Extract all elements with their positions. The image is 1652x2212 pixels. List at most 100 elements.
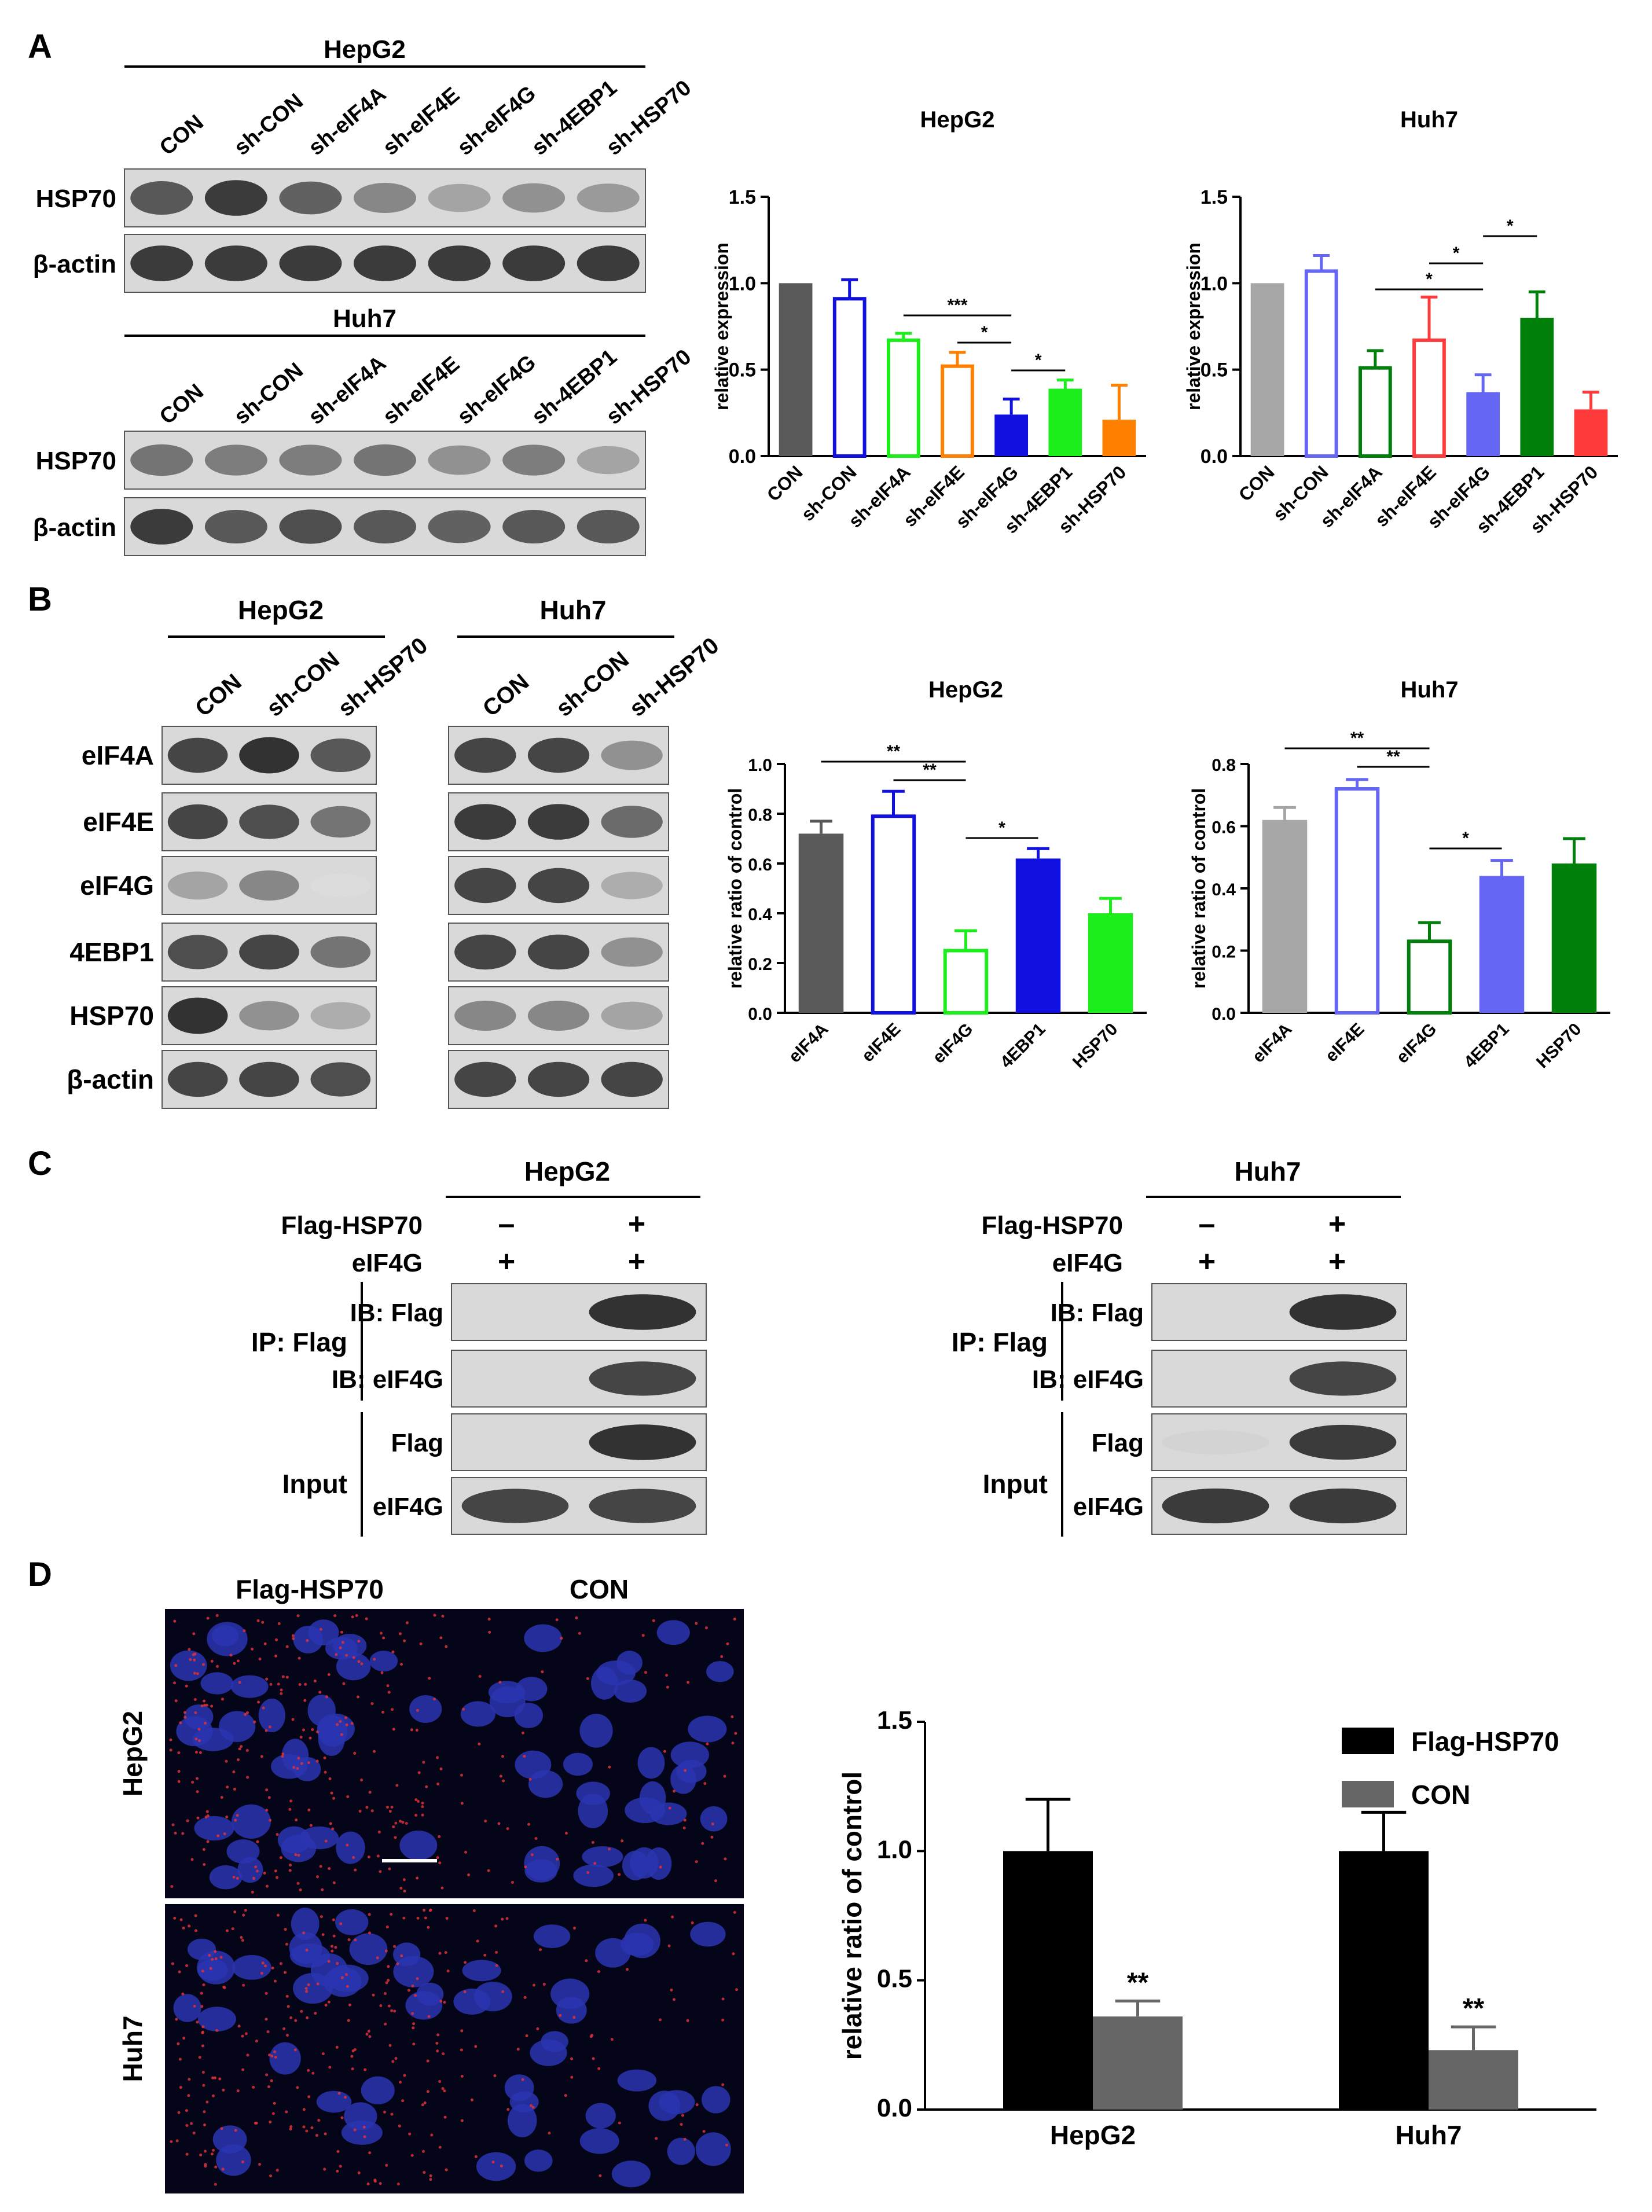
pla-signal	[564, 2094, 567, 2097]
y-tick-label: 0.0	[1201, 446, 1228, 468]
pla-signal	[532, 1983, 535, 1987]
pla-signal	[733, 1617, 736, 1621]
pla-signal	[390, 1913, 393, 1916]
blot-band	[577, 183, 640, 212]
pla-signal	[572, 1927, 576, 1930]
pla-signal	[216, 1664, 219, 1668]
pla-signal	[211, 1958, 214, 1961]
y-tick-label: 0.8	[748, 806, 772, 825]
nucleus	[690, 1921, 726, 1947]
pla-signal	[414, 1798, 418, 1802]
pla-signal	[246, 2053, 249, 2057]
pla-signal	[445, 1645, 448, 1648]
pla-signal	[591, 1841, 594, 1844]
legend-swatch	[1342, 1728, 1394, 1754]
pla-signal	[387, 1979, 390, 1982]
significance-label: *	[1507, 216, 1514, 236]
pla-signal	[220, 1796, 223, 1799]
blot-band	[601, 806, 663, 838]
pla-signal	[193, 1671, 196, 1675]
blot-header-huh7: Huh7	[333, 304, 397, 333]
pla-signal	[410, 2154, 414, 2157]
nucleus	[209, 1865, 243, 1890]
blot-band	[454, 1001, 516, 1031]
pla-signal	[734, 1732, 737, 1735]
pla-signal	[511, 1880, 514, 1884]
pla-signal	[686, 2019, 689, 2022]
pla-signal	[268, 2053, 271, 2057]
pla-signal	[463, 1990, 467, 1993]
pla-signal	[340, 1976, 344, 1979]
blot-band	[130, 444, 193, 476]
pla-signal	[417, 1771, 421, 1774]
pla-signal	[721, 2018, 725, 2022]
pla-signal	[327, 2000, 331, 2004]
pla-signal	[706, 1742, 709, 1746]
pla-signal	[353, 2048, 357, 2051]
pla-signal	[443, 2089, 446, 2093]
pla-signal	[332, 1796, 335, 1800]
pla-signal	[307, 1808, 311, 1812]
blot-band	[204, 510, 267, 543]
pla-signal	[386, 1684, 390, 1688]
pla-signal	[170, 2140, 173, 2143]
pla-signal	[294, 2019, 298, 2022]
pla-signal	[441, 2087, 445, 2090]
pla-signal	[242, 1983, 245, 1987]
pla-signal	[655, 2137, 658, 2140]
pla-signal	[464, 1850, 467, 1854]
pla-signal	[382, 1636, 386, 1640]
pla-signal	[169, 1738, 172, 1741]
pla-signal	[265, 1729, 268, 1732]
blot-row-label: IB: eIF4G	[332, 1365, 443, 1394]
pla-signal	[626, 1968, 629, 1971]
pla-signal	[388, 1810, 392, 1813]
nucleus	[336, 1831, 365, 1864]
pla-signal	[592, 2057, 595, 2060]
pla-signal	[460, 1773, 463, 1777]
pla-signal	[196, 1790, 199, 1794]
pla-signal	[264, 1964, 267, 1968]
coip-sign: +	[628, 1245, 645, 1278]
pla-signal	[357, 1660, 361, 1663]
pla-signal	[358, 1809, 362, 1813]
nucleus	[299, 1826, 339, 1850]
y-tick-label: 0.4	[1212, 880, 1236, 899]
y-axis-label: relative ratio of control	[837, 1772, 867, 2060]
pla-signal	[394, 1821, 398, 1825]
pla-signal	[279, 1856, 282, 1860]
pla-signal	[178, 1970, 181, 1974]
blot-band	[130, 181, 193, 215]
pla-signal	[256, 1619, 260, 1622]
pla-signal	[170, 1885, 174, 1888]
pla-signal	[187, 2094, 190, 2097]
significance-label: *	[998, 818, 1005, 837]
blot-row-label: Flag	[1092, 1429, 1144, 1457]
pla-signal	[221, 1697, 224, 1701]
significance-label: **	[1350, 729, 1364, 748]
pla-signal	[177, 1780, 181, 1783]
blot-band	[502, 245, 566, 281]
pla-signal	[436, 2033, 440, 2037]
blot-band	[354, 245, 416, 281]
pla-signal	[444, 1951, 447, 1954]
pla-signal	[198, 1739, 201, 1743]
pla-signal	[350, 2055, 354, 2058]
pla-signal	[214, 2165, 218, 2169]
nucleus	[197, 1950, 236, 1985]
pla-signal	[302, 1931, 306, 1935]
pla-signal	[366, 2182, 370, 2185]
pla-signal	[399, 1820, 402, 1823]
pla-signal	[285, 2110, 288, 2114]
pla-signal	[585, 1959, 588, 1963]
pla-signal	[351, 1615, 354, 1619]
blot-band	[167, 997, 228, 1034]
pla-signal	[335, 2045, 339, 2049]
pla-signal	[273, 2101, 276, 2105]
pla-signal	[310, 2126, 314, 2129]
pla-signal	[215, 2029, 219, 2032]
pla-signal	[499, 1774, 502, 1778]
blot-band	[167, 737, 228, 773]
blot-row-label: eIF4G	[80, 870, 154, 901]
pla-signal	[460, 2048, 463, 2052]
